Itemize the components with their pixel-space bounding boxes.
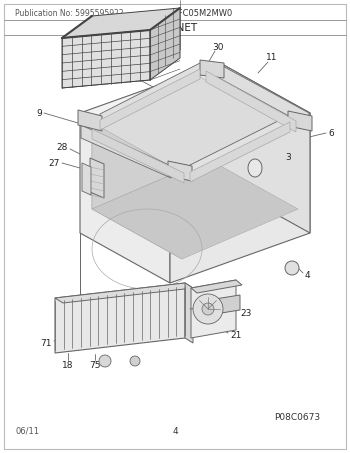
Polygon shape — [100, 77, 290, 177]
Polygon shape — [100, 69, 200, 130]
Polygon shape — [215, 295, 240, 314]
Text: BFFC05M2MW0: BFFC05M2MW0 — [167, 9, 233, 18]
Polygon shape — [191, 280, 236, 338]
Polygon shape — [190, 122, 290, 182]
Text: 4: 4 — [172, 427, 178, 435]
Polygon shape — [90, 158, 104, 198]
Polygon shape — [168, 161, 192, 181]
Text: 06/11: 06/11 — [15, 427, 39, 435]
Text: 6: 6 — [124, 71, 130, 79]
Polygon shape — [62, 8, 180, 38]
Text: Publication No: 5995595922: Publication No: 5995595922 — [15, 9, 124, 18]
Text: 6: 6 — [328, 129, 334, 138]
Text: 9: 9 — [36, 109, 42, 117]
Text: 59: 59 — [109, 40, 121, 49]
Polygon shape — [92, 69, 208, 209]
Circle shape — [285, 261, 299, 275]
Polygon shape — [219, 64, 309, 127]
Polygon shape — [92, 159, 298, 259]
Polygon shape — [170, 113, 310, 283]
Polygon shape — [78, 110, 102, 131]
Polygon shape — [55, 283, 185, 353]
Polygon shape — [92, 129, 184, 183]
Text: 23: 23 — [240, 308, 251, 318]
Polygon shape — [206, 71, 296, 132]
Text: 71: 71 — [41, 338, 52, 347]
Polygon shape — [100, 62, 202, 127]
Circle shape — [99, 355, 111, 367]
Polygon shape — [92, 69, 298, 169]
Text: 3: 3 — [285, 154, 291, 163]
Polygon shape — [220, 63, 310, 233]
Polygon shape — [185, 283, 193, 343]
Polygon shape — [92, 119, 182, 259]
Text: 11: 11 — [102, 178, 113, 188]
Polygon shape — [81, 125, 171, 178]
Polygon shape — [150, 8, 180, 80]
Text: P08C0673: P08C0673 — [274, 414, 320, 423]
Text: 27: 27 — [49, 159, 60, 168]
Polygon shape — [200, 60, 224, 78]
Polygon shape — [248, 159, 262, 177]
Text: 11: 11 — [266, 53, 278, 63]
Polygon shape — [55, 283, 193, 303]
Text: 30: 30 — [212, 43, 224, 53]
Polygon shape — [82, 163, 91, 195]
Text: 4: 4 — [305, 270, 311, 280]
Circle shape — [193, 294, 223, 324]
Polygon shape — [80, 63, 310, 163]
Text: 75: 75 — [89, 361, 101, 370]
Polygon shape — [288, 111, 312, 131]
Circle shape — [202, 303, 214, 315]
Text: 18: 18 — [62, 361, 74, 370]
Polygon shape — [190, 115, 290, 177]
Text: 28: 28 — [57, 144, 68, 153]
Text: 21: 21 — [230, 331, 242, 339]
Text: CABINET: CABINET — [153, 23, 197, 33]
Polygon shape — [80, 113, 170, 283]
Polygon shape — [191, 280, 242, 293]
Circle shape — [130, 356, 140, 366]
Polygon shape — [62, 30, 150, 88]
